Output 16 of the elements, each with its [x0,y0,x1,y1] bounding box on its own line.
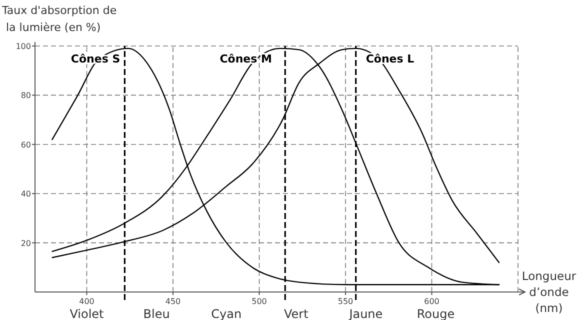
text: Vert [284,307,309,320]
x-tick-label: 450 [165,297,181,306]
y-tick-label: 100 [16,42,31,51]
y-tick-label: 80 [20,91,31,100]
y-tick-label: 60 [20,140,31,150]
x-tick-label: 550 [338,297,354,306]
y-tick-label: 20 [20,238,31,248]
x-tick-label: 500 [252,297,267,306]
y-tick-label: 40 [20,190,31,199]
x-tick-label: 600 [424,297,440,306]
x-axis-title: Longueur d’onde (nm) [522,269,576,315]
series-label: Cônes M [220,52,272,66]
text: Violet [70,307,104,320]
y-axis-title: Taux d'absorption de la lumière (en %) [1,4,117,34]
text: Bleu [143,307,170,320]
x-tick-label: 400 [79,297,94,306]
